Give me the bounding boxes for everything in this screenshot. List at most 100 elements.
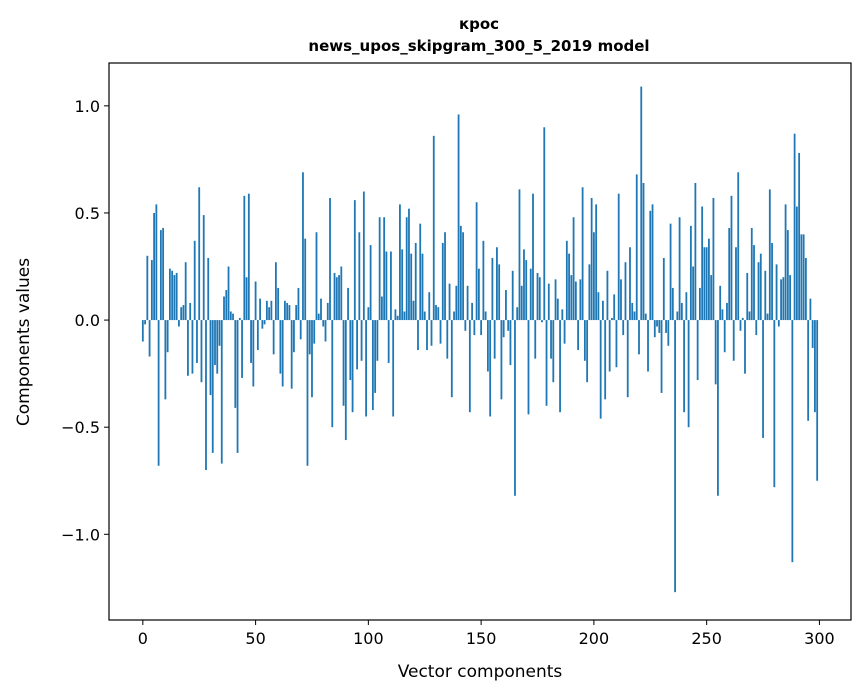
bar-89 xyxy=(342,320,345,406)
bar-173 xyxy=(532,193,534,321)
bar-79 xyxy=(320,298,322,321)
bar-20 xyxy=(187,320,189,376)
bar-255 xyxy=(717,320,719,496)
bar-29 xyxy=(207,257,210,321)
bar-69 xyxy=(297,287,300,321)
y-tick-label-1: −0.5 xyxy=(61,418,100,437)
y-axis-ticks: −1.0 −0.5 0.0 0.5 1.0 xyxy=(61,97,109,544)
bar-121 xyxy=(414,242,417,321)
bar-272 xyxy=(755,320,758,336)
bar-32 xyxy=(214,320,216,366)
bar-16 xyxy=(178,320,180,327)
bar-174 xyxy=(534,320,537,359)
bar-131 xyxy=(437,307,440,321)
bar-219 xyxy=(635,174,638,321)
bar-138 xyxy=(453,311,455,321)
plot-frame xyxy=(108,62,852,621)
bar-68 xyxy=(295,305,298,321)
bar-208 xyxy=(611,317,613,321)
bar-3 xyxy=(148,320,151,357)
bar-290 xyxy=(795,206,798,321)
bar-42 xyxy=(236,320,239,453)
bar-273 xyxy=(757,262,760,321)
bar-150 xyxy=(480,320,483,336)
bar-268 xyxy=(746,272,749,321)
bar-206 xyxy=(606,270,609,321)
bar-243 xyxy=(689,225,692,321)
bar-203 xyxy=(599,320,602,419)
bar-194 xyxy=(579,279,582,321)
bar-129 xyxy=(432,135,435,321)
bar-52 xyxy=(259,298,261,321)
bar-237 xyxy=(676,311,679,321)
bar-95 xyxy=(356,320,358,370)
bar-245 xyxy=(694,182,697,321)
x-axis-ticks: 0 50 100 150 200 250 300 xyxy=(138,620,835,648)
x-tick-label-100: 100 xyxy=(353,629,384,648)
y-tick-label-4: 1.0 xyxy=(75,97,100,116)
bar-76 xyxy=(313,320,316,344)
bar-47 xyxy=(247,193,250,321)
bar-269 xyxy=(748,311,751,321)
bar-179 xyxy=(545,320,548,406)
bar-61 xyxy=(279,320,282,374)
bar-289 xyxy=(793,133,796,321)
bar-164 xyxy=(511,270,514,321)
bar-170 xyxy=(525,260,528,321)
bar-160 xyxy=(502,320,505,338)
bar-294 xyxy=(804,257,807,321)
bar-133 xyxy=(441,242,444,321)
bar-107 xyxy=(383,217,386,321)
bar-282 xyxy=(777,320,780,327)
bar-215 xyxy=(626,320,629,398)
bar-51 xyxy=(256,320,259,351)
bar-250 xyxy=(705,247,708,321)
bar-232 xyxy=(665,320,667,333)
bar-247 xyxy=(698,287,701,321)
bar-239 xyxy=(680,302,683,321)
bar-283 xyxy=(780,279,782,321)
bar-153 xyxy=(486,320,489,372)
bar-252 xyxy=(710,275,713,321)
bar-244 xyxy=(692,266,695,321)
bar-18 xyxy=(182,305,185,321)
bar-99 xyxy=(365,320,367,417)
bar-114 xyxy=(399,204,401,321)
x-tick-label-150: 150 xyxy=(466,629,497,648)
bar-216 xyxy=(629,247,631,321)
bar-152 xyxy=(484,311,487,321)
bar-72 xyxy=(304,238,307,321)
bar-248 xyxy=(701,206,704,321)
bar-39 xyxy=(229,311,232,321)
bar-5 xyxy=(153,212,155,321)
bar-288 xyxy=(791,320,794,563)
bar-126 xyxy=(426,320,428,351)
bar-8 xyxy=(159,230,162,321)
bar-145 xyxy=(468,320,471,413)
bar-127 xyxy=(428,292,431,321)
bar-117 xyxy=(405,217,408,321)
bar-2 xyxy=(146,255,149,321)
bar-55 xyxy=(265,300,268,321)
bar-257 xyxy=(721,309,724,321)
bar-296 xyxy=(809,298,812,321)
bar-12 xyxy=(168,268,171,321)
bar-201 xyxy=(595,204,598,321)
bar-147 xyxy=(473,320,476,336)
bar-226 xyxy=(651,204,654,321)
bar-46 xyxy=(245,277,248,321)
bar-57 xyxy=(270,300,273,321)
bar-38 xyxy=(227,266,230,321)
bar-225 xyxy=(649,210,652,321)
bar-259 xyxy=(726,302,728,321)
bar-264 xyxy=(737,172,740,321)
bar-159 xyxy=(500,320,503,400)
bar-163 xyxy=(509,320,512,366)
bar-141 xyxy=(459,225,462,321)
bar-65 xyxy=(288,305,291,321)
bar-149 xyxy=(477,268,480,321)
bar-298 xyxy=(814,320,816,413)
bar-33 xyxy=(216,320,219,374)
x-tick-label-200: 200 xyxy=(579,629,610,648)
bar-192 xyxy=(574,281,577,321)
